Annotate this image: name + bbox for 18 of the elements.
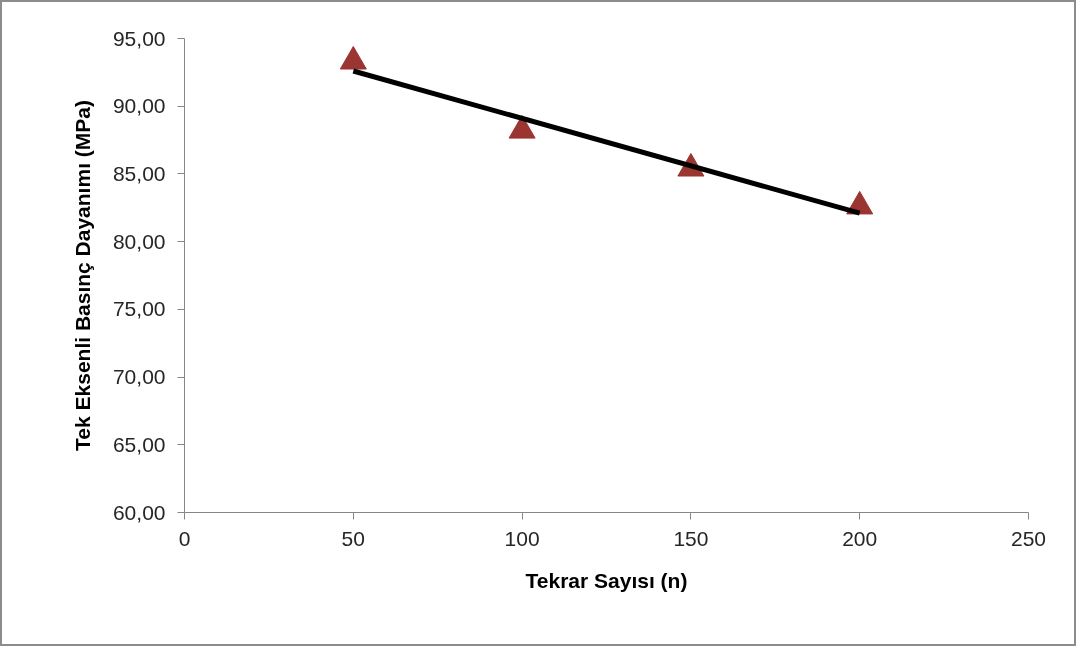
y-tick-label: 60,00 xyxy=(112,500,166,524)
x-tick-label: 250 xyxy=(1010,526,1047,550)
x-tick-label: 50 xyxy=(341,526,365,550)
y-tick-label: 90,00 xyxy=(112,94,166,118)
y-tick-label: 65,00 xyxy=(112,432,166,456)
x-tick-label: 0 xyxy=(178,526,191,550)
x-tick-label: 100 xyxy=(504,526,540,550)
point xyxy=(508,115,536,139)
x-tick-label: 150 xyxy=(673,526,709,550)
x-tick-label: 200 xyxy=(842,526,878,550)
y-axis-title: Tek Eksenli Basınç Dayanımı (MPa) xyxy=(70,100,94,451)
y-tick-label: 95,00 xyxy=(112,26,166,50)
y-tick-label: 75,00 xyxy=(112,297,166,321)
y-tick-label: 80,00 xyxy=(112,229,166,253)
x-axis-title: Tekrar Sayısı (n) xyxy=(525,568,688,592)
y-tick-label: 85,00 xyxy=(112,161,166,185)
y-tick-label: 70,00 xyxy=(112,365,166,389)
point xyxy=(339,46,367,70)
